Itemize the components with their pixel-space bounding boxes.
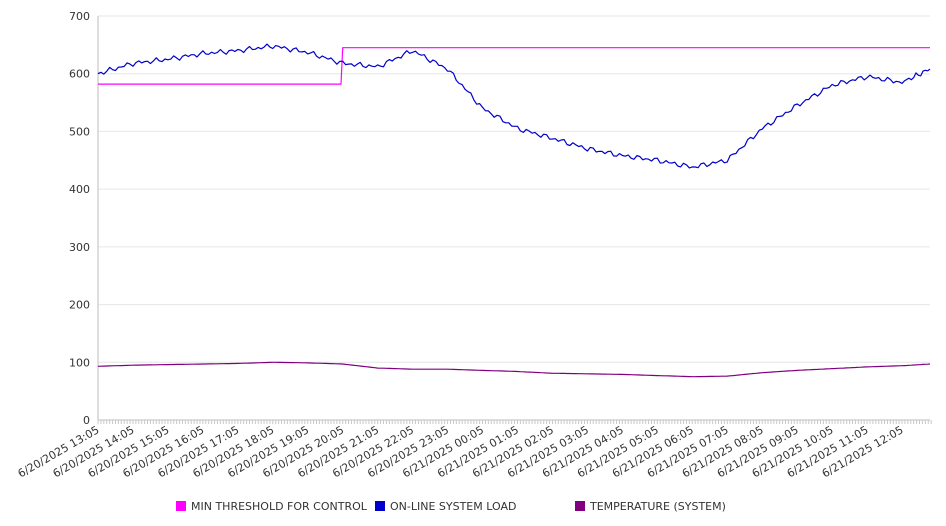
legend: MIN THRESHOLD FOR CONTROL <box>176 499 367 513</box>
legend-label-temperature: TEMPERATURE (SYSTEM) <box>590 499 726 513</box>
series-line-threshold <box>98 47 930 85</box>
series-line-load <box>97 43 931 169</box>
legend-label-load: ON-LINE SYSTEM LOAD <box>390 499 517 513</box>
grid <box>97 15 930 421</box>
y-tick-label: 400 <box>69 183 90 196</box>
y-tick-label: 100 <box>69 356 90 369</box>
y-tick-label: 600 <box>69 68 90 81</box>
legend-label-threshold: MIN THRESHOLD FOR CONTROL <box>191 499 367 513</box>
y-tick-label: 700 <box>69 10 90 23</box>
legend-item-temperature: TEMPERATURE (SYSTEM) <box>575 499 726 513</box>
legend-swatch-load <box>375 501 385 511</box>
series-lines <box>97 43 931 378</box>
x-axis-ticks: 6/20/2025 13:056/20/2025 14:056/20/2025 … <box>16 420 932 480</box>
y-tick-label: 200 <box>69 299 90 312</box>
y-tick-label: 500 <box>69 125 90 138</box>
series-line-temperature <box>97 361 931 378</box>
legend-item-load: ON-LINE SYSTEM LOAD <box>375 499 516 513</box>
legend-swatch-temperature <box>575 501 585 511</box>
y-tick-label: 0 <box>83 414 90 427</box>
y-tick-label: 300 <box>69 241 90 254</box>
legend-swatch-threshold <box>176 501 186 511</box>
y-axis-ticks: 0 100 200 300 400 500 600 700 <box>69 10 90 427</box>
